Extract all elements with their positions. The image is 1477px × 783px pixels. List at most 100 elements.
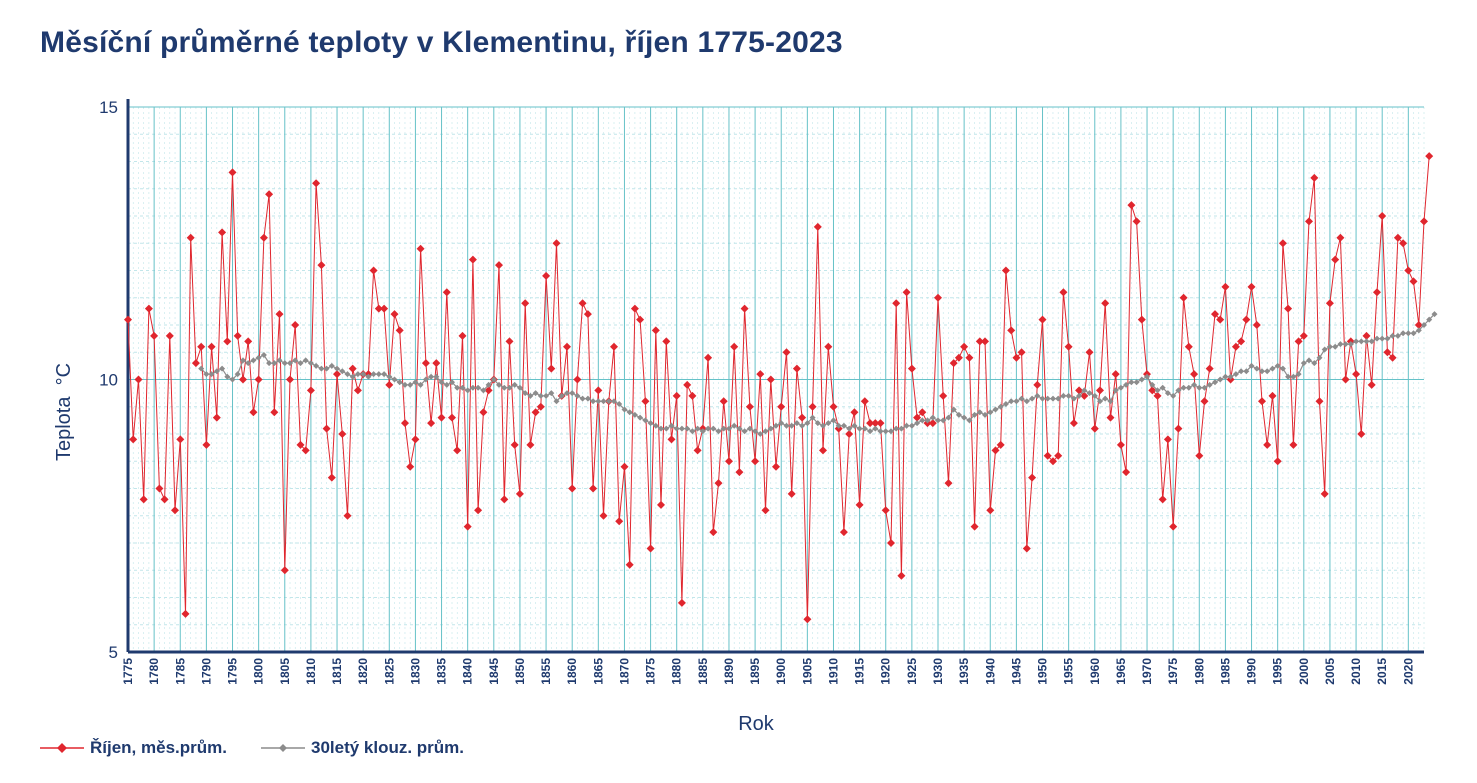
series-moving-average-point <box>516 384 523 391</box>
series-moving-average-point <box>856 425 863 432</box>
series-monthly-point <box>515 489 524 498</box>
series-monthly-point <box>484 386 493 395</box>
series-monthly-point <box>1289 440 1298 449</box>
series-moving-average-point <box>297 360 304 367</box>
series-monthly-point <box>1043 451 1052 460</box>
series-monthly-point <box>934 293 942 302</box>
series-monthly-point <box>1383 348 1392 357</box>
series-monthly-point <box>139 495 148 504</box>
series-monthly-point <box>453 446 462 455</box>
series-moving-average-point <box>370 371 377 378</box>
series-moving-average-point <box>579 395 586 402</box>
series-monthly-point <box>740 304 749 313</box>
x-tick-label: 1970 <box>1140 658 1154 685</box>
series-moving-average-point <box>454 384 461 391</box>
series-monthly-point <box>395 326 404 335</box>
series-moving-average-point <box>642 417 649 424</box>
series-moving-average-point <box>940 417 947 424</box>
series-monthly-point <box>165 331 174 340</box>
series-moving-average-point <box>1232 371 1239 378</box>
series-moving-average-point <box>1091 392 1098 399</box>
series-monthly-point <box>1174 424 1183 433</box>
series-monthly-point <box>442 288 451 297</box>
series-moving-average-point <box>501 384 508 391</box>
series-monthly-point <box>312 179 321 188</box>
series-moving-average-point <box>292 357 299 364</box>
series-moving-average-point <box>888 428 894 435</box>
series-monthly-point <box>1012 353 1021 362</box>
series-moving-average-point <box>1076 392 1083 399</box>
x-tick-label: 2010 <box>1349 658 1363 685</box>
series-moving-average-point <box>543 392 550 399</box>
series-moving-average-point <box>1212 379 1218 386</box>
series-moving-average-point <box>537 392 544 399</box>
series-moving-average-point <box>548 390 555 397</box>
series-monthly-point <box>1169 522 1178 531</box>
series-monthly-point <box>406 462 415 471</box>
series-moving-average-point <box>339 368 346 375</box>
x-tick-label: 1885 <box>696 658 710 685</box>
series-monthly-point <box>160 495 169 504</box>
series-monthly-point <box>1388 353 1397 362</box>
series-monthly-point <box>1137 315 1146 324</box>
series-monthly-point <box>1184 342 1193 351</box>
series-moving-average-point <box>752 428 759 435</box>
series-moving-average-point <box>313 362 320 369</box>
series-moving-average-point <box>564 390 570 397</box>
series-moving-average-point <box>1133 379 1140 386</box>
series-moving-average-point <box>412 379 419 386</box>
series-monthly-point <box>536 402 545 411</box>
series-moving-average-point <box>1426 316 1433 323</box>
series-moving-average-point <box>1342 341 1349 348</box>
series-monthly-point <box>913 413 922 422</box>
series-moving-average-point <box>480 387 487 394</box>
series-monthly-point <box>583 310 592 319</box>
series-monthly-point <box>171 506 179 515</box>
series-monthly-point <box>651 326 660 335</box>
series-moving-average-point <box>778 420 785 427</box>
series-moving-average-point <box>877 428 884 435</box>
series-moving-average-point <box>281 360 288 367</box>
series-monthly-point <box>1357 430 1366 438</box>
series-moving-average-point <box>375 371 382 378</box>
series-monthly-point <box>437 413 446 422</box>
series-monthly-point <box>306 386 315 395</box>
series-monthly-point <box>928 419 937 428</box>
series-monthly-point <box>589 484 598 493</box>
series-moving-average-point <box>773 422 779 429</box>
series-moving-average-point <box>631 411 638 418</box>
series-moving-average-point <box>746 425 753 432</box>
series-monthly-point <box>907 364 916 373</box>
series-moving-average-point <box>814 420 821 427</box>
series-monthly-point <box>458 331 467 340</box>
x-tick-label: 1925 <box>905 658 919 685</box>
series-monthly-point <box>1179 293 1188 302</box>
series-moving-average-point <box>584 395 591 402</box>
series-monthly-point <box>960 342 969 351</box>
series-monthly-point <box>1263 440 1272 449</box>
series-moving-average-point <box>229 376 236 383</box>
series-moving-average-point <box>987 409 994 416</box>
series-monthly-point <box>526 440 535 449</box>
x-tick-label: 2005 <box>1323 658 1337 685</box>
series-monthly-point <box>1158 495 1167 504</box>
x-tick-label: 1975 <box>1166 658 1180 685</box>
x-axis-title: Rok <box>738 713 775 735</box>
x-tick-label: 1945 <box>1009 658 1023 685</box>
x-tick-label: 1775 <box>121 658 135 685</box>
x-tick-label: 1815 <box>330 658 344 685</box>
series-moving-average-point <box>997 403 1004 410</box>
series-monthly-point <box>1414 321 1423 329</box>
series-monthly-point <box>688 391 697 400</box>
series-monthly-point <box>887 539 895 547</box>
series-moving-average-point <box>961 414 968 421</box>
series-monthly-point <box>197 342 206 351</box>
series-moving-average-point <box>323 365 330 372</box>
series-moving-average-point <box>428 373 435 380</box>
series-moving-average-point <box>464 387 471 394</box>
x-tick-label: 1990 <box>1245 658 1259 685</box>
series-monthly-point <box>191 359 200 368</box>
series-moving-average-point <box>1285 373 1292 380</box>
series-moving-average-point <box>1332 343 1339 350</box>
